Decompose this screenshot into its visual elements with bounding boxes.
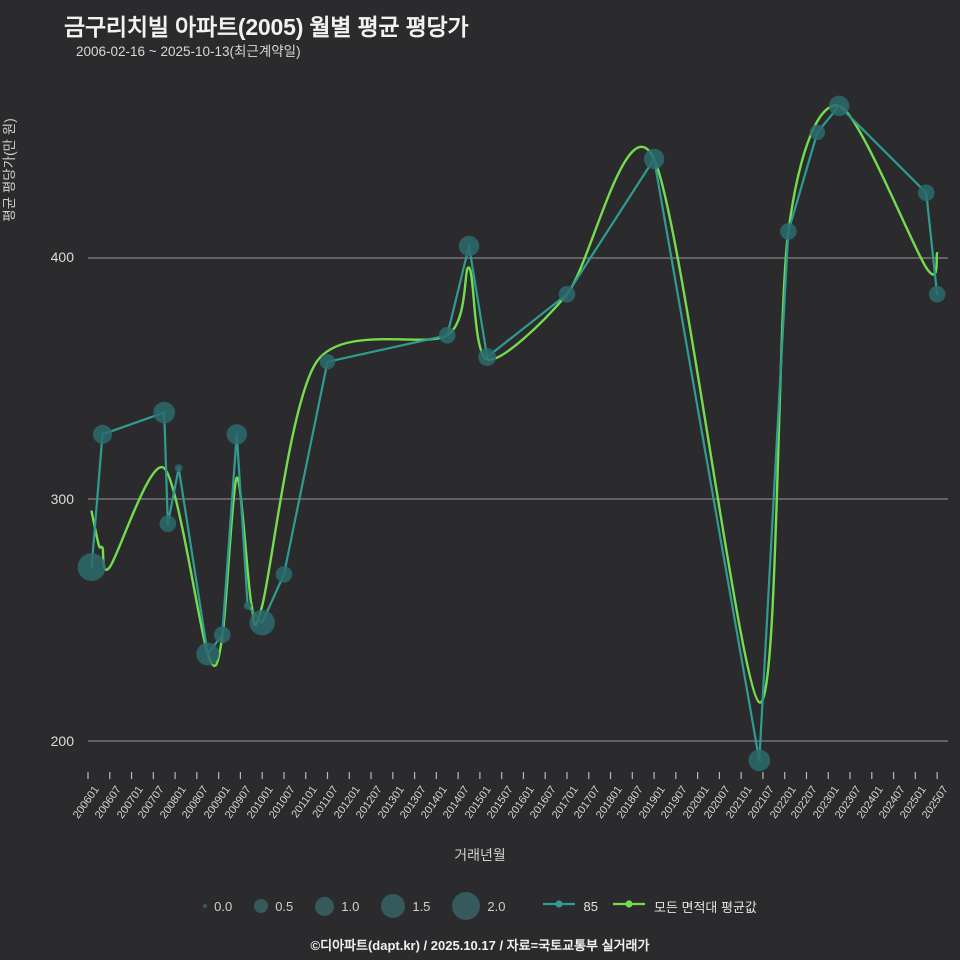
series-85-bubbles — [77, 95, 946, 772]
y-tick-200: 200 — [50, 733, 74, 749]
data-point-bubble[interactable] — [748, 749, 771, 772]
legend-series-label: 85 — [583, 898, 598, 914]
data-point-bubble[interactable] — [153, 401, 176, 424]
x-axis-title: 거래년월 — [454, 847, 506, 863]
chart-legend: 0.0 0.5 1.0 1.5 2.0 85 모든 면적대 평균값 — [0, 892, 960, 920]
x-axis-ticks — [87, 772, 938, 779]
data-point-bubble[interactable] — [226, 424, 247, 445]
legend-size-dot — [203, 904, 208, 908]
data-point-bubble[interactable] — [275, 566, 293, 583]
data-point-bubble[interactable] — [809, 124, 826, 141]
legend-series-item[interactable]: 모든 면적대 평균값 — [612, 897, 757, 916]
data-point-bubble[interactable] — [558, 285, 576, 303]
y-tick-400: 400 — [50, 249, 74, 265]
series-85-segment — [787, 131, 819, 233]
series-85-segment — [282, 360, 329, 576]
legend-size-item: 1.5 — [381, 894, 430, 918]
chart-subtitle: 2006-02-16 ~ 2025-10-13(최근계약일) — [76, 44, 301, 59]
data-point-bubble[interactable] — [478, 348, 497, 366]
series-85-segment — [758, 230, 790, 762]
legend-size-label: 1.5 — [412, 898, 431, 914]
data-point-bubble[interactable] — [780, 223, 797, 240]
data-point-bubble[interactable] — [213, 626, 231, 644]
series-85-segment — [838, 104, 928, 194]
data-point-bubble[interactable] — [92, 424, 113, 444]
gridlines — [88, 257, 948, 742]
data-point-bubble[interactable] — [319, 354, 336, 370]
data-point-bubble[interactable] — [159, 515, 177, 532]
legend-size-item: 2.0 — [452, 892, 506, 920]
series-85-segment — [652, 157, 761, 762]
legend-series-swatch — [612, 897, 646, 916]
average-line-path — [90, 104, 939, 704]
data-point-bubble[interactable] — [438, 326, 456, 344]
footer-credit: ©디아파트(dapt.kr) / 2025.10.17 / 자료=국토교통부 실… — [310, 938, 650, 953]
data-point-bubble[interactable] — [458, 235, 480, 257]
series-85-segment — [163, 411, 169, 525]
series-85-segment — [565, 157, 656, 296]
data-point-bubble[interactable] — [828, 95, 850, 117]
series-85-line — [90, 104, 939, 762]
legend-size-dot — [452, 892, 481, 920]
legend-series-label: 모든 면적대 평균값 — [653, 899, 757, 915]
series-85-segment — [101, 411, 166, 436]
legend-size-label: 1.0 — [341, 898, 360, 914]
series-85-segment — [446, 244, 471, 337]
series-85-segment — [166, 467, 180, 525]
footer-background — [0, 924, 960, 960]
data-point-bubble[interactable] — [77, 553, 106, 582]
legend-size-item: 0.0 — [203, 899, 232, 914]
data-point-bubble[interactable] — [249, 609, 275, 636]
series-85-segment — [235, 433, 249, 607]
series-85-segment — [486, 293, 569, 359]
legend-size-item: 0.5 — [254, 899, 293, 914]
series-85-segment — [326, 334, 449, 363]
series-85-segment — [177, 467, 209, 656]
data-point-bubble[interactable] — [196, 642, 220, 666]
series-85-segment — [90, 433, 104, 569]
legend-size-dot — [254, 899, 269, 913]
legend-size-item: 1.0 — [315, 896, 360, 916]
data-point-bubble[interactable] — [917, 184, 935, 202]
data-point-bubble[interactable] — [643, 148, 665, 170]
legend-size-label: 0.5 — [275, 898, 294, 914]
legend-series-item[interactable]: 85 — [542, 897, 598, 916]
legend-size-label: 2.0 — [487, 898, 506, 914]
legend-size-label: 0.0 — [214, 898, 233, 914]
series-avg-line — [90, 104, 939, 704]
legend-series-swatch — [542, 897, 576, 916]
series-85-segment — [925, 191, 939, 296]
series-85-segment — [221, 433, 238, 636]
data-point-bubble[interactable] — [174, 464, 183, 472]
series-85-segment — [467, 244, 489, 359]
data-point-bubble[interactable] — [243, 601, 252, 610]
legend-size-dot — [381, 894, 406, 918]
legend-size-dot — [315, 896, 335, 916]
page-title: 금구리치빌 아파트(2005) 월별 평균 평당가 — [64, 14, 469, 40]
data-point-bubble[interactable] — [928, 285, 946, 303]
y-tick-300: 300 — [50, 491, 74, 507]
